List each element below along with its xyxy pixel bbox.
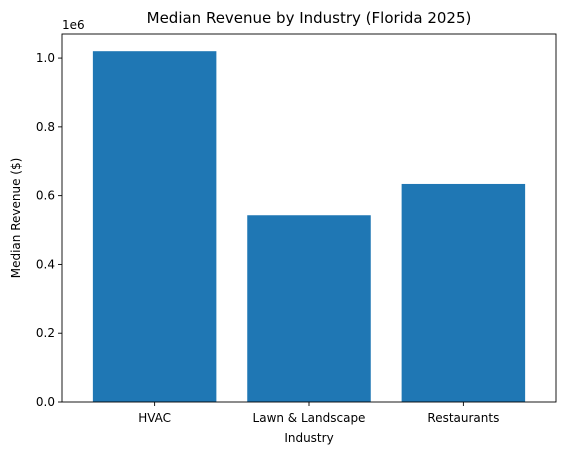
x-tick-label-hvac: HVAC	[138, 411, 171, 425]
y-tick-label-1: 0.2	[36, 326, 55, 340]
y-tick-label-3: 0.6	[36, 189, 55, 203]
y-axis-offset-label: 1e6	[62, 18, 85, 32]
chart-title: Median Revenue by Industry (Florida 2025…	[147, 9, 472, 27]
x-axis-label: Industry	[284, 431, 333, 445]
bar-restaurants	[401, 183, 526, 402]
y-tick-label-4: 0.8	[36, 120, 55, 134]
y-tick-label-2: 0.4	[36, 257, 55, 271]
y-axis-label: Median Revenue ($)	[9, 158, 23, 279]
y-tick-label-0: 0.0	[36, 395, 55, 409]
bar-hvac	[92, 51, 217, 403]
x-tick-label-lawn-landscape: Lawn & Landscape	[253, 411, 366, 425]
y-tick-label-5: 1.0	[36, 51, 55, 65]
bar-lawn-landscape	[247, 215, 371, 402]
x-tick-label-restaurants: Restaurants	[427, 411, 499, 425]
plot-frame	[61, 33, 557, 403]
bars-group	[92, 51, 526, 403]
x-axis-ticks: HVAC Lawn & Landscape Restaurants	[138, 402, 499, 425]
y-axis-ticks: 0.0 0.2 0.4 0.6 0.8 1.0	[36, 51, 62, 409]
